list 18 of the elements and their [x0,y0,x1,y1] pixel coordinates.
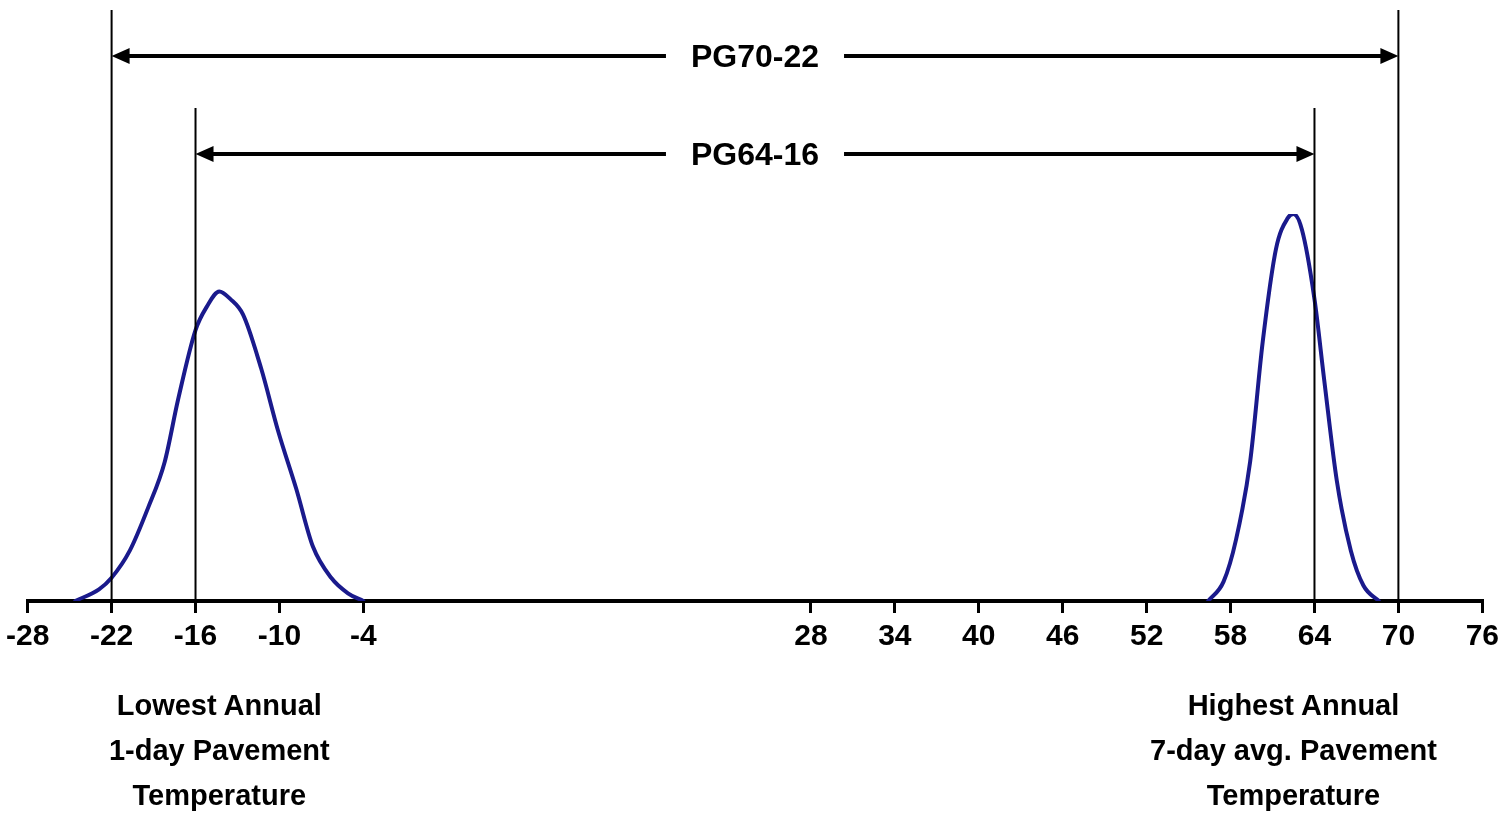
x-tick-label: 76 [1465,618,1499,652]
x-tick-label: 64 [1297,618,1332,652]
x-tick-label: 58 [1213,618,1248,652]
text: Highest Annual 7-day avg. Pavement Temperature [1150,688,1437,813]
x-tick-label: -28 [6,618,50,652]
text: Lowest Annual 1-day Pavement Temperature [108,688,330,813]
text: PG64-16 [690,136,820,172]
x-tick-label: -4 [350,618,378,652]
x-tick-label: 70 [1381,618,1416,652]
text: PG70-22 [690,38,820,74]
x-tick-label: 34 [878,618,912,652]
x-tick-label: -10 [257,618,302,652]
x-tick-label: 28 [794,618,828,652]
x-tick-label: 52 [1129,618,1164,652]
x-tick-label: 40 [962,618,996,652]
x-tick-label: -16 [173,618,218,652]
x-tick-label: -22 [89,618,134,652]
x-tick-label: 46 [1046,618,1080,652]
